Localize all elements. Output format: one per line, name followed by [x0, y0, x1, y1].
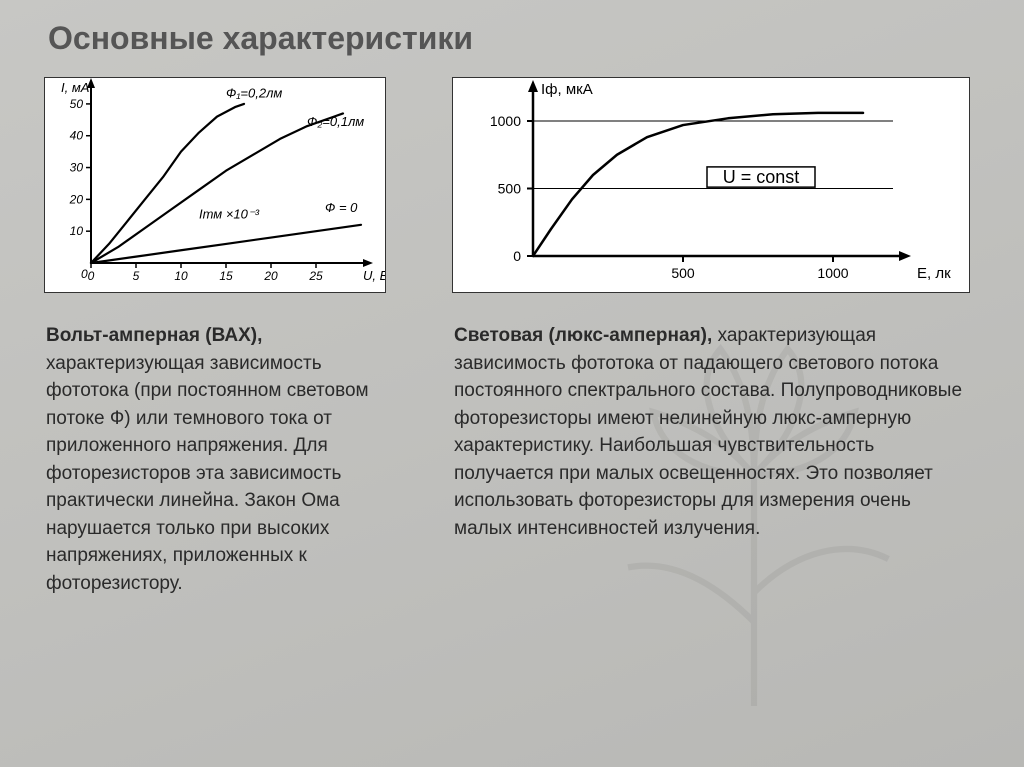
- svg-text:0: 0: [81, 267, 88, 281]
- svg-text:15: 15: [219, 269, 233, 283]
- svg-text:0: 0: [88, 269, 95, 283]
- svg-text:10: 10: [174, 269, 188, 283]
- vax-chart: 0 5 10 15 20 25 10 20 30 40 50 U, В I, мА 0 Ф₁=0,2лм Ф₂…: [44, 77, 386, 293]
- lux-caption-bold: Световая (люкс-амперная),: [454, 325, 712, 346]
- svg-text:20: 20: [69, 192, 84, 206]
- lux-caption: Световая (люкс-амперная), характеризующа…: [454, 322, 966, 542]
- svg-text:50: 50: [70, 97, 84, 111]
- svg-text:500: 500: [498, 181, 522, 197]
- svg-text:Ф = 0: Ф = 0: [325, 200, 358, 215]
- svg-text:U, В: U, В: [363, 268, 385, 283]
- svg-text:Iф, мкА: Iф, мкА: [541, 81, 593, 98]
- svg-text:500: 500: [671, 265, 695, 281]
- svg-text:Ф₁=0,2лм: Ф₁=0,2лм: [226, 86, 282, 101]
- vax-caption-bold: Вольт-амперная (ВАХ),: [46, 325, 262, 346]
- svg-text:5: 5: [133, 269, 140, 283]
- svg-text:U = const: U = const: [723, 167, 800, 187]
- svg-text:25: 25: [308, 269, 323, 283]
- svg-text:0: 0: [513, 248, 521, 264]
- svg-text:Ф₂=0,1лм: Ф₂=0,1лм: [307, 114, 364, 129]
- vax-caption: Вольт-амперная (ВАХ), характеризующая за…: [46, 322, 396, 597]
- vax-caption-body: характеризующая зависимость фототока (пр…: [46, 353, 369, 594]
- svg-text:I, мА: I, мА: [61, 80, 89, 95]
- svg-text:10: 10: [70, 224, 84, 238]
- svg-text:Iтм ×10⁻³: Iтм ×10⁻³: [199, 206, 260, 221]
- svg-text:1000: 1000: [817, 265, 848, 281]
- svg-text:30: 30: [70, 161, 84, 175]
- svg-text:Е, лк: Е, лк: [917, 265, 951, 282]
- lux-caption-body: характеризующая зависимость фототока от …: [454, 325, 962, 539]
- svg-text:1000: 1000: [490, 113, 521, 129]
- lux-ampere-chart: 500 1000 0 500 1000 Е, лк Iф, мкА U = const: [452, 77, 970, 293]
- svg-text:20: 20: [263, 269, 278, 283]
- slide-root: Основные характеристики 0 5 10 15 20 25 10 20 30…: [0, 0, 1024, 767]
- page-title: Основные характеристики: [48, 20, 473, 57]
- svg-text:40: 40: [70, 129, 84, 143]
